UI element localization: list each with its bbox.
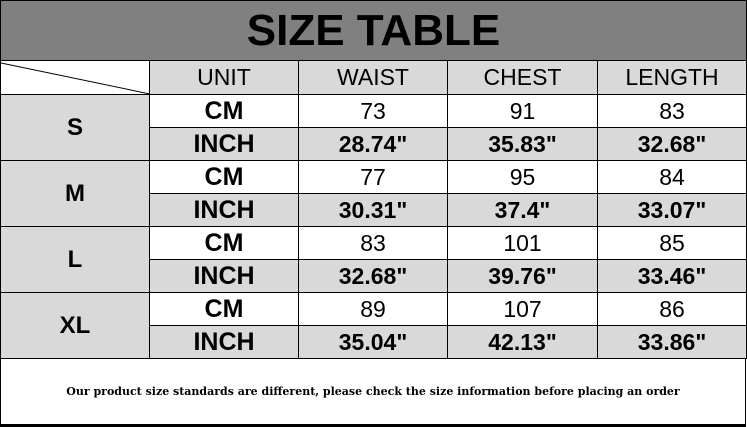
table-row-inch: INCH 35.04" 42.13" 33.86"	[1, 325, 747, 359]
waist-cell: 77	[298, 160, 448, 194]
table-row-cm: S CM 73 91 83	[0, 94, 747, 161]
table-row-inch: INCH 30.31" 37.4" 33.07"	[1, 193, 747, 227]
length-cell: 85	[597, 226, 747, 260]
length-cell: 33.86"	[597, 325, 747, 359]
table-row-inch: INCH 32.68" 39.76" 33.46"	[1, 259, 747, 293]
table-row-inch: INCH 28.74" 35.83" 32.68"	[1, 127, 747, 161]
length-cell: 86	[597, 292, 747, 326]
length-cell: 32.68"	[597, 127, 747, 161]
unit-cell: CM	[149, 226, 299, 260]
length-cell: 83	[597, 94, 747, 128]
size-label: S	[0, 94, 150, 161]
header-unit: UNIT	[149, 60, 299, 95]
chest-cell: 101	[447, 226, 598, 260]
size-label: M	[0, 160, 150, 227]
header-waist: WAIST	[298, 60, 448, 95]
size-label: XL	[0, 292, 150, 359]
chest-cell: 91	[447, 94, 598, 128]
diagonal-line	[1, 62, 150, 95]
waist-cell: 28.74"	[298, 127, 448, 161]
diagonal-corner-cell	[0, 60, 150, 95]
waist-cell: 89	[298, 292, 448, 326]
size-table: UNIT WAIST CHEST LENGTH S CM 73 91 83 INCH 28.…	[0, 60, 747, 359]
length-cell: 84	[597, 160, 747, 194]
chest-cell: 42.13"	[447, 325, 598, 359]
waist-cell: 30.31"	[298, 193, 448, 227]
header-length: LENGTH	[597, 60, 747, 95]
waist-cell: 83	[298, 226, 448, 260]
chest-cell: 35.83"	[447, 127, 598, 161]
chest-cell: 39.76"	[447, 259, 598, 293]
chest-cell: 107	[447, 292, 598, 326]
chest-cell: 95	[447, 160, 598, 194]
unit-cell: INCH	[149, 193, 299, 227]
unit-cell: INCH	[149, 325, 299, 359]
table-row-cm: XL CM 89 107 86	[0, 292, 747, 359]
header-chest: CHEST	[447, 60, 598, 95]
unit-cell: CM	[149, 94, 299, 128]
table-row-cm: L CM 83 101 85	[0, 226, 747, 293]
footer-note: Our product size standards are different…	[0, 358, 746, 427]
unit-cell: INCH	[149, 259, 299, 293]
unit-cell: CM	[149, 160, 299, 194]
chest-cell: 37.4"	[447, 193, 598, 227]
table-row-cm: M CM 77 95 84	[0, 160, 747, 227]
length-cell: 33.07"	[597, 193, 747, 227]
size-label: L	[0, 226, 150, 293]
length-cell: 33.46"	[597, 259, 747, 293]
header-row: UNIT WAIST CHEST LENGTH	[0, 60, 747, 95]
waist-cell: 32.68"	[298, 259, 448, 293]
page-title: SIZE TABLE	[0, 0, 747, 60]
waist-cell: 35.04"	[298, 325, 448, 359]
waist-cell: 73	[298, 94, 448, 128]
unit-cell: INCH	[149, 127, 299, 161]
unit-cell: CM	[149, 292, 299, 326]
